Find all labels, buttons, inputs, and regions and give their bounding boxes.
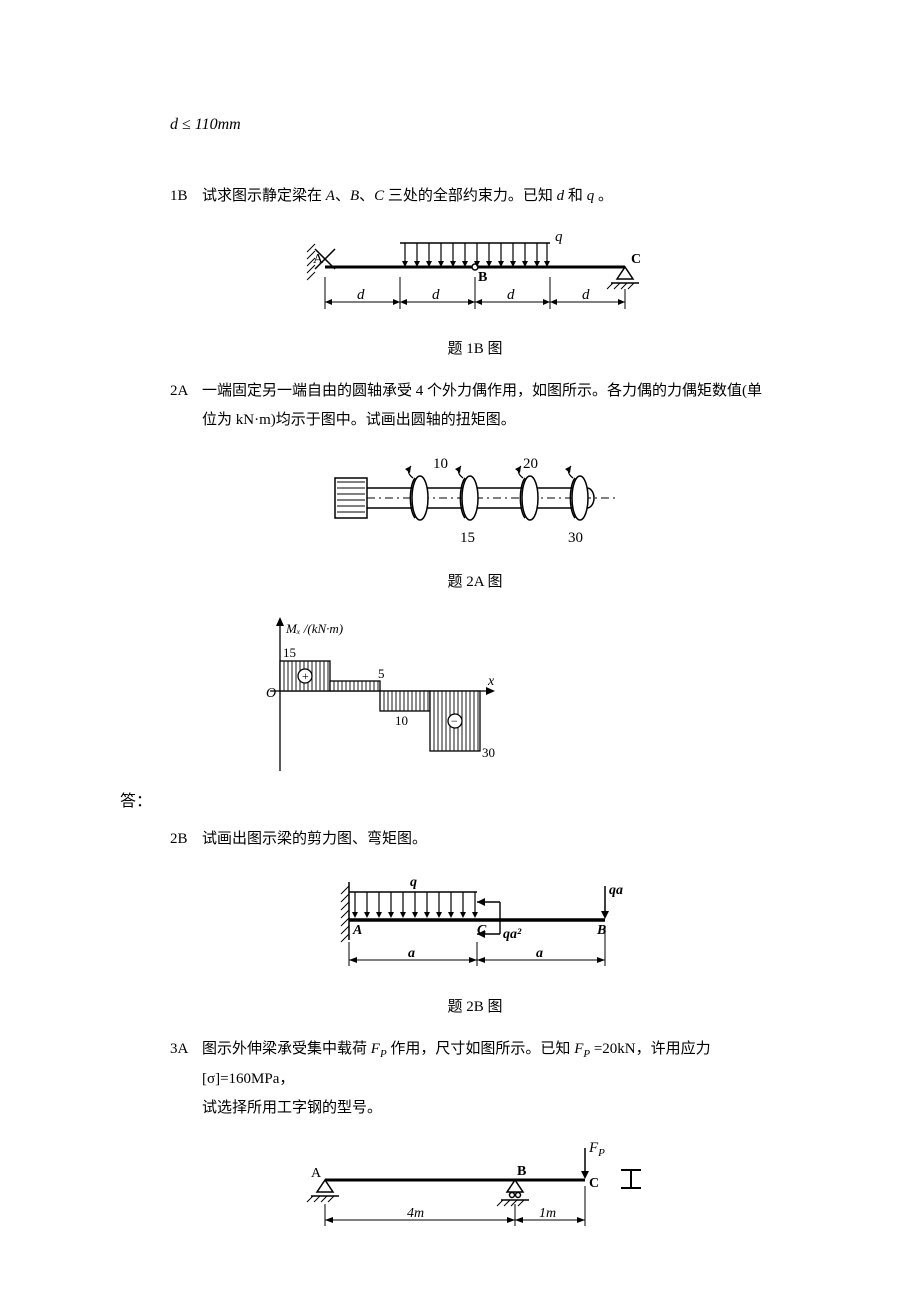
problem-2A: 2A 一端固定另一端自由的圆轴承受 4 个外力偶作用，如图所示。各力偶的力偶矩数… <box>170 377 780 434</box>
problem-3A: 3A 图示外伸梁承受集中载荷 FP 作用，尺寸如图所示。已知 FP =20kN，… <box>170 1035 780 1122</box>
label-A: A <box>313 252 324 267</box>
problem-2B: 2B 试画出图示梁的剪力图、弯矩图。 <box>170 825 780 854</box>
origin: O <box>266 686 276 701</box>
2B-B: B <box>596 923 606 938</box>
v15: 15 <box>283 645 296 660</box>
diagram-1B: A B C q d d d d <box>295 219 655 329</box>
shaft-30: 30 <box>568 530 583 546</box>
ylabel: Mₓ /(kN·m) <box>285 621 343 636</box>
diagram-2A-torque: Mₓ /(kN·m) O x 15 5 10 30 + − <box>230 611 530 781</box>
2B-a2: a <box>536 946 543 961</box>
2B-A: A <box>352 923 362 938</box>
3A-C: C <box>589 1176 599 1191</box>
shaft-15: 15 <box>460 530 475 546</box>
problem-3A-label: 3A <box>170 1035 202 1122</box>
v5: 5 <box>378 666 385 681</box>
minus: − <box>451 714 458 728</box>
label-C: C <box>631 252 641 267</box>
page-content: d ≤ 110mm 1B 试求图示静定梁在 A、B、C 三处的全部约束力。已知 … <box>0 0 920 1306</box>
v10: 10 <box>395 713 408 728</box>
caption-2B: 题 2B 图 <box>170 993 780 1022</box>
problem-1B-label: 1B <box>170 182 202 211</box>
problem-2A-label: 2A <box>170 377 202 434</box>
problem-2A-text1: 一端固定另一端自由的圆轴承受 4 个外力偶作用，如图所示。各力偶的力偶矩数值(单 <box>202 383 762 399</box>
diagram-3A: A B C FP 4m 1m <box>285 1130 665 1240</box>
plus: + <box>302 669 309 683</box>
dim-d3: d <box>507 287 515 303</box>
dim-d2: d <box>432 287 440 303</box>
dim-d4: d <box>582 287 590 303</box>
top-formula: d ≤ 110mm <box>170 110 780 140</box>
2B-qa: qa <box>609 883 623 898</box>
answer-label: 答： <box>120 787 780 817</box>
2B-qa2: qa² <box>503 927 522 942</box>
2B-a1: a <box>408 946 415 961</box>
label-q: q <box>555 229 563 245</box>
3A-A: A <box>311 1166 322 1181</box>
2B-C: C <box>477 923 487 938</box>
xlabel: x <box>487 674 495 689</box>
2B-q: q <box>410 875 417 890</box>
dim-d1: d <box>357 287 365 303</box>
v30: 30 <box>482 745 495 760</box>
caption-2A: 题 2A 图 <box>170 568 780 597</box>
3A-4m: 4m <box>407 1206 424 1221</box>
problem-1B-text: 试求图示静定梁在 A、B、C 三处的全部约束力。已知 d 和 q 。 <box>202 182 780 211</box>
problem-2B-text: 试画出图示梁的剪力图、弯矩图。 <box>202 825 780 854</box>
problem-1B: 1B 试求图示静定梁在 A、B、C 三处的全部约束力。已知 d 和 q 。 <box>170 182 780 211</box>
shaft-20: 20 <box>523 456 538 472</box>
3A-FP: FP <box>588 1140 605 1159</box>
shaft-10: 10 <box>433 456 448 472</box>
3A-1m: 1m <box>539 1206 556 1221</box>
diagram-2A-shaft: 10 20 15 30 <box>325 442 625 562</box>
problem-2A-text2: 位为 kN·m)均示于图中。试画出圆轴的扭矩图。 <box>202 412 516 428</box>
label-B: B <box>478 270 487 285</box>
diagram-2B: A C B q qa qa² a a <box>305 862 645 987</box>
problem-2B-label: 2B <box>170 825 202 854</box>
problem-3A-text: 图示外伸梁承受集中载荷 FP 作用，尺寸如图所示。已知 FP =20kN，许用应… <box>202 1035 780 1122</box>
3A-B: B <box>517 1164 526 1179</box>
caption-1B: 题 1B 图 <box>170 335 780 364</box>
